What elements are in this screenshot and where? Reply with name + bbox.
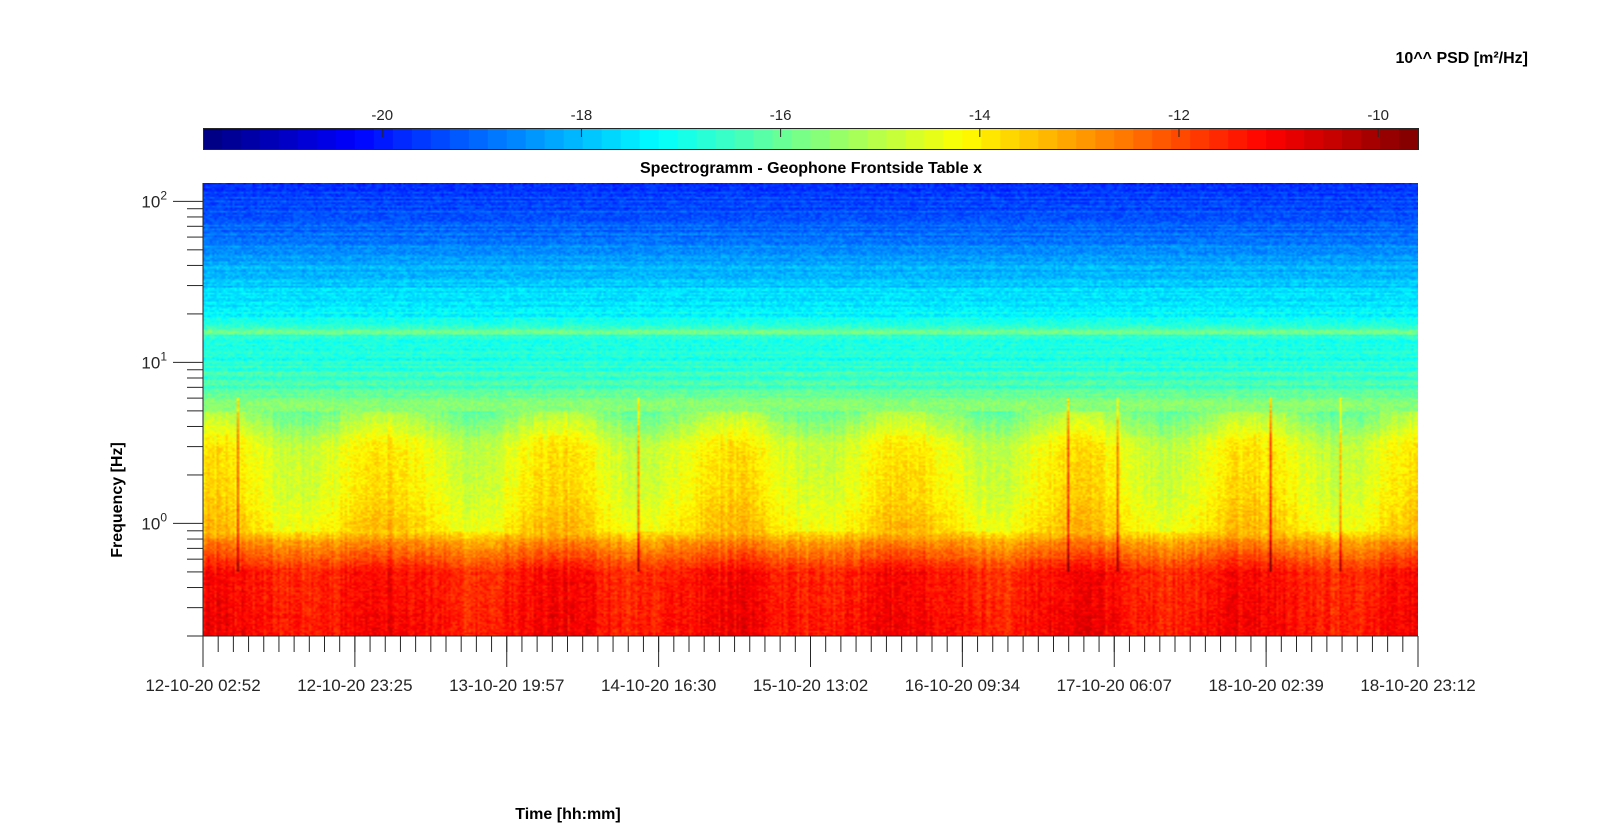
colorbar-cell [1114, 128, 1134, 150]
colorbar: -20 -18 -16 -14 -12 -10 [203, 107, 1419, 150]
colorbar-cell [468, 128, 489, 150]
colorbar-cell [1247, 128, 1267, 150]
colorbar-frame [203, 128, 1419, 150]
colorbar-cell [1285, 128, 1305, 150]
colorbar-cell [1209, 128, 1229, 150]
colorbar-cell [1266, 128, 1286, 150]
colorbar-cell [582, 128, 603, 150]
colorbar-cell [430, 128, 451, 150]
colorbar-cell [1057, 128, 1077, 150]
colorbar-cell [677, 128, 698, 150]
colorbar-cell [658, 128, 679, 150]
colorbar-ticks: -20 -18 -16 -14 -12 -10 [371, 107, 1389, 137]
x-tick-label: 18-10-20 02:39 [1208, 676, 1323, 695]
colorbar-cell [449, 128, 470, 150]
colorbar-cell [1304, 128, 1324, 150]
colorbar-cell [354, 128, 375, 150]
x-tick-label: 12-10-20 23:25 [297, 676, 412, 695]
colorbar-cell [696, 128, 717, 150]
colorbar-cell [829, 128, 850, 150]
y-tick-label: 100 [141, 510, 167, 533]
colorbar-cell [943, 128, 963, 150]
colorbar-cell [810, 128, 831, 150]
colorbar-cell [1095, 128, 1115, 150]
colorbar-cell [525, 128, 546, 150]
colorbar-tick-label: -16 [770, 107, 792, 124]
colorbar-cell [544, 128, 565, 150]
colorbar-cell [1380, 128, 1400, 150]
colorbar-cell [905, 128, 926, 150]
colorbar-cell [1323, 128, 1343, 150]
colorbar-cell [278, 128, 299, 150]
x-tick-label: 14-10-20 16:30 [601, 676, 716, 695]
colorbar-cell [240, 128, 261, 150]
colorbar-cell [620, 128, 641, 150]
colorbar-tick-label: -14 [969, 107, 991, 124]
colorbar-cell [962, 128, 982, 150]
colorbar-cell [772, 128, 793, 150]
colorbar-cell [259, 128, 280, 150]
colorbar-cell [1000, 128, 1020, 150]
colorbar-tick-label: -12 [1168, 107, 1190, 124]
x-tick-label: 18-10-20 23:12 [1360, 676, 1475, 695]
colorbar-cell [1133, 128, 1153, 150]
colorbar-cell [1342, 128, 1362, 150]
colorbar-cell [487, 128, 508, 150]
colorbar-cell [506, 128, 527, 150]
colorbar-cell [734, 128, 755, 150]
colorbar-cell [203, 128, 223, 150]
colorbar-cell [639, 128, 660, 150]
colorbar-cell [867, 128, 888, 150]
colorbar-cell [563, 128, 584, 150]
colorbar-cell [924, 128, 944, 150]
colorbar-cell [715, 128, 736, 150]
colorbar-cell [981, 128, 1001, 150]
colorbar-tick-label: -20 [371, 107, 393, 124]
colorbar-cell [601, 128, 622, 150]
spectrogram-heatmap [203, 183, 1418, 636]
plot-area: 100 101 102 12-10-20 02:52 12-10-20 23:25 13… [141, 183, 1476, 695]
x-axis-label: Time [hh:mm] [515, 806, 620, 823]
y-axis-label: Frequency [Hz] [109, 442, 126, 558]
colorbar-cell [1019, 128, 1039, 150]
colorbar-tick-label: -18 [571, 107, 593, 124]
colorbar-cell [1076, 128, 1096, 150]
x-axis: 12-10-20 02:52 12-10-20 23:25 13-10-20 19:… [145, 635, 1476, 695]
colorbar-cell [1190, 128, 1210, 150]
colorbar-cell [335, 128, 356, 150]
x-tick-label: 15-10-20 13:02 [753, 676, 868, 695]
colorbar-cell [1228, 128, 1248, 150]
chart-title: Spectrogramm - Geophone Frontside Table … [640, 160, 982, 177]
colorbar-unit-label: 10^^ PSD [m²/Hz] [1396, 50, 1528, 67]
colorbar-cell [1038, 128, 1058, 150]
colorbar-cell [1171, 128, 1191, 150]
x-tick-label: 12-10-20 02:52 [145, 676, 260, 695]
colorbar-cell [791, 128, 812, 150]
colorbar-gradient [203, 128, 1419, 150]
colorbar-cell [1152, 128, 1172, 150]
colorbar-cell [373, 128, 394, 150]
colorbar-cell [886, 128, 907, 150]
colorbar-tick-label: -10 [1367, 107, 1389, 124]
colorbar-cell [316, 128, 337, 150]
colorbar-cell [848, 128, 869, 150]
x-tick-label: 13-10-20 19:57 [449, 676, 564, 695]
colorbar-cell [297, 128, 318, 150]
colorbar-cell [1399, 128, 1419, 150]
x-tick-label: 17-10-20 06:07 [1057, 676, 1172, 695]
colorbar-cell [753, 128, 774, 150]
colorbar-cell [411, 128, 432, 150]
colorbar-cell [1361, 128, 1381, 150]
y-axis: 100 101 102 [141, 183, 204, 637]
y-tick-label: 101 [141, 349, 167, 372]
colorbar-cell [221, 128, 242, 150]
colorbar-cell [392, 128, 413, 150]
x-tick-label: 16-10-20 09:34 [905, 676, 1020, 695]
y-tick-label: 102 [141, 188, 167, 211]
